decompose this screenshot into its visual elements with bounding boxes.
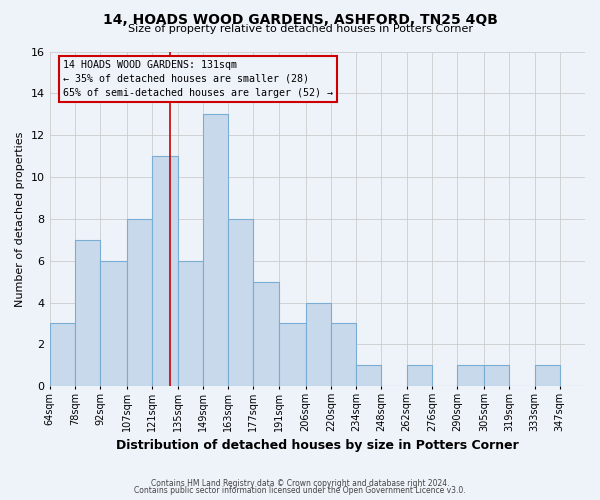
Bar <box>178 260 203 386</box>
X-axis label: Distribution of detached houses by size in Potters Corner: Distribution of detached houses by size … <box>116 440 518 452</box>
Bar <box>152 156 178 386</box>
Bar <box>100 260 127 386</box>
Text: 14 HOADS WOOD GARDENS: 131sqm
← 35% of detached houses are smaller (28)
65% of s: 14 HOADS WOOD GARDENS: 131sqm ← 35% of d… <box>63 60 333 98</box>
Bar <box>407 366 432 386</box>
Bar <box>331 324 356 386</box>
Bar <box>75 240 100 386</box>
Text: Size of property relative to detached houses in Potters Corner: Size of property relative to detached ho… <box>128 24 473 34</box>
Bar <box>253 282 278 386</box>
Bar <box>535 366 560 386</box>
Bar <box>50 324 75 386</box>
Bar <box>278 324 305 386</box>
Y-axis label: Number of detached properties: Number of detached properties <box>15 131 25 306</box>
Bar <box>305 302 331 386</box>
Bar <box>127 219 152 386</box>
Bar <box>228 219 253 386</box>
Text: Contains HM Land Registry data © Crown copyright and database right 2024.: Contains HM Land Registry data © Crown c… <box>151 478 449 488</box>
Bar <box>203 114 228 386</box>
Bar <box>457 366 484 386</box>
Text: 14, HOADS WOOD GARDENS, ASHFORD, TN25 4QB: 14, HOADS WOOD GARDENS, ASHFORD, TN25 4Q… <box>103 12 497 26</box>
Bar <box>484 366 509 386</box>
Bar <box>356 366 381 386</box>
Text: Contains public sector information licensed under the Open Government Licence v3: Contains public sector information licen… <box>134 486 466 495</box>
